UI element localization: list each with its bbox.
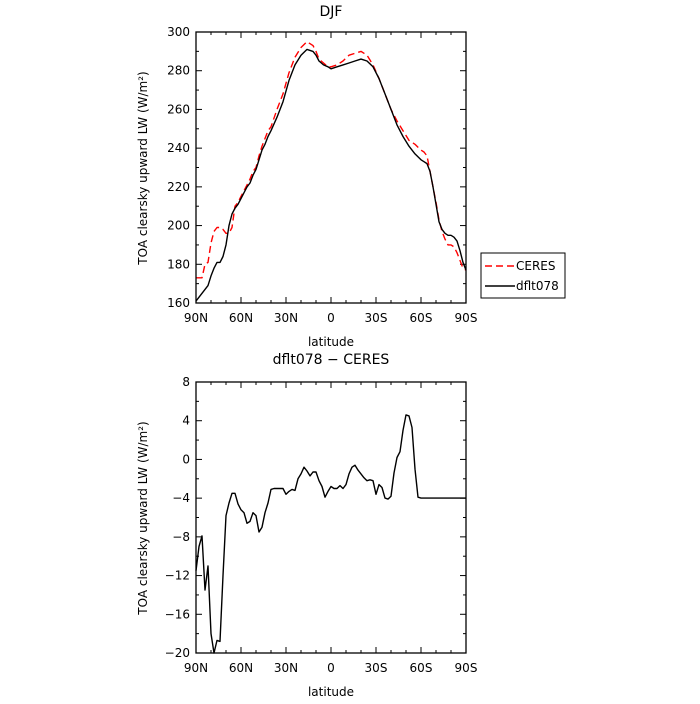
bottom-y-tick-label: 0 — [182, 452, 190, 466]
top-x-tick-label: 90N — [184, 311, 208, 325]
legend-box — [480, 252, 566, 299]
bottom-x-axis-label: latitude — [308, 685, 354, 699]
top-panel: DJF 90N 60N 30N 0 30S 60S 90S 160 180 200 220 240 26… — [136, 4, 566, 349]
bottom-x-tick-label: 30S — [365, 661, 388, 675]
top-y-tick-label: 200 — [167, 219, 190, 233]
bottom-chart-title: dflt078 − CERES — [273, 352, 390, 368]
bottom-x-tick-label: 60S — [410, 661, 433, 675]
bottom-y-tick-label: −16 — [165, 607, 190, 621]
bottom-x-tick-label: 30N — [274, 661, 298, 675]
bottom-y-tick-label: −20 — [165, 646, 190, 660]
top-x-tick-label: 60S — [410, 311, 433, 325]
top-y-tick-label: 180 — [167, 257, 190, 271]
bottom-y-tick-label: −8 — [172, 530, 190, 544]
bottom-y-tick-label: 4 — [182, 414, 190, 428]
top-y-tick-label: 260 — [167, 102, 190, 116]
bottom-x-tick-label: 90S — [455, 661, 478, 675]
bottom-y-tick-label: 8 — [182, 375, 190, 389]
bottom-ticks: 90N 60N 30N 0 30S 60S 90S −20 −16 −12 −8 −4 0 4 8 — [165, 375, 478, 675]
bottom-y-axis-label: TOA clearsky upward LW (W/m²) — [136, 421, 150, 615]
legend: CERES dflt078 — [480, 252, 566, 299]
legend-dflt078-label: dflt078 — [516, 279, 559, 293]
top-ticks: 90N 60N 30N 0 30S 60S 90S 160 180 200 220 240 260 280… — [167, 25, 477, 325]
top-x-tick-label: 0 — [327, 311, 335, 325]
top-x-tick-label: 30N — [274, 311, 298, 325]
top-series-line-ceres — [196, 41, 467, 279]
top-y-tick-label: 240 — [167, 141, 190, 155]
bottom-y-tick-label: −12 — [165, 569, 190, 583]
bottom-x-tick-label: 90N — [184, 661, 208, 675]
top-y-tick-label: 280 — [167, 64, 190, 78]
top-series-lines — [195, 41, 467, 302]
bottom-y-tick-label: −4 — [172, 491, 190, 505]
top-x-axis-label: latitude — [308, 335, 354, 349]
top-y-tick-label: 300 — [167, 25, 190, 39]
top-series-line-dflt078 — [195, 48, 467, 302]
bottom-x-tick-label: 0 — [327, 661, 335, 675]
top-y-tick-label: 220 — [167, 180, 190, 194]
top-y-axis-label: TOA clearsky upward LW (W/m²) — [136, 71, 150, 265]
bottom-plot-frame — [195, 381, 467, 654]
legend-ceres-label: CERES — [516, 259, 556, 273]
top-x-tick-label: 30S — [365, 311, 388, 325]
bottom-panel: dflt078 − CERES 90N 60N 30N 0 30S 60S 90S −20 −1… — [136, 352, 477, 699]
top-plot-frame — [195, 31, 467, 304]
top-y-tick-label: 160 — [167, 296, 190, 310]
bottom-x-tick-label: 60N — [229, 661, 253, 675]
top-x-tick-label: 90S — [455, 311, 478, 325]
bottom-series-lines — [195, 414, 466, 654]
top-chart-title: DJF — [320, 4, 343, 20]
top-x-tick-label: 60N — [229, 311, 253, 325]
bottom-series-line-diff — [195, 414, 466, 654]
